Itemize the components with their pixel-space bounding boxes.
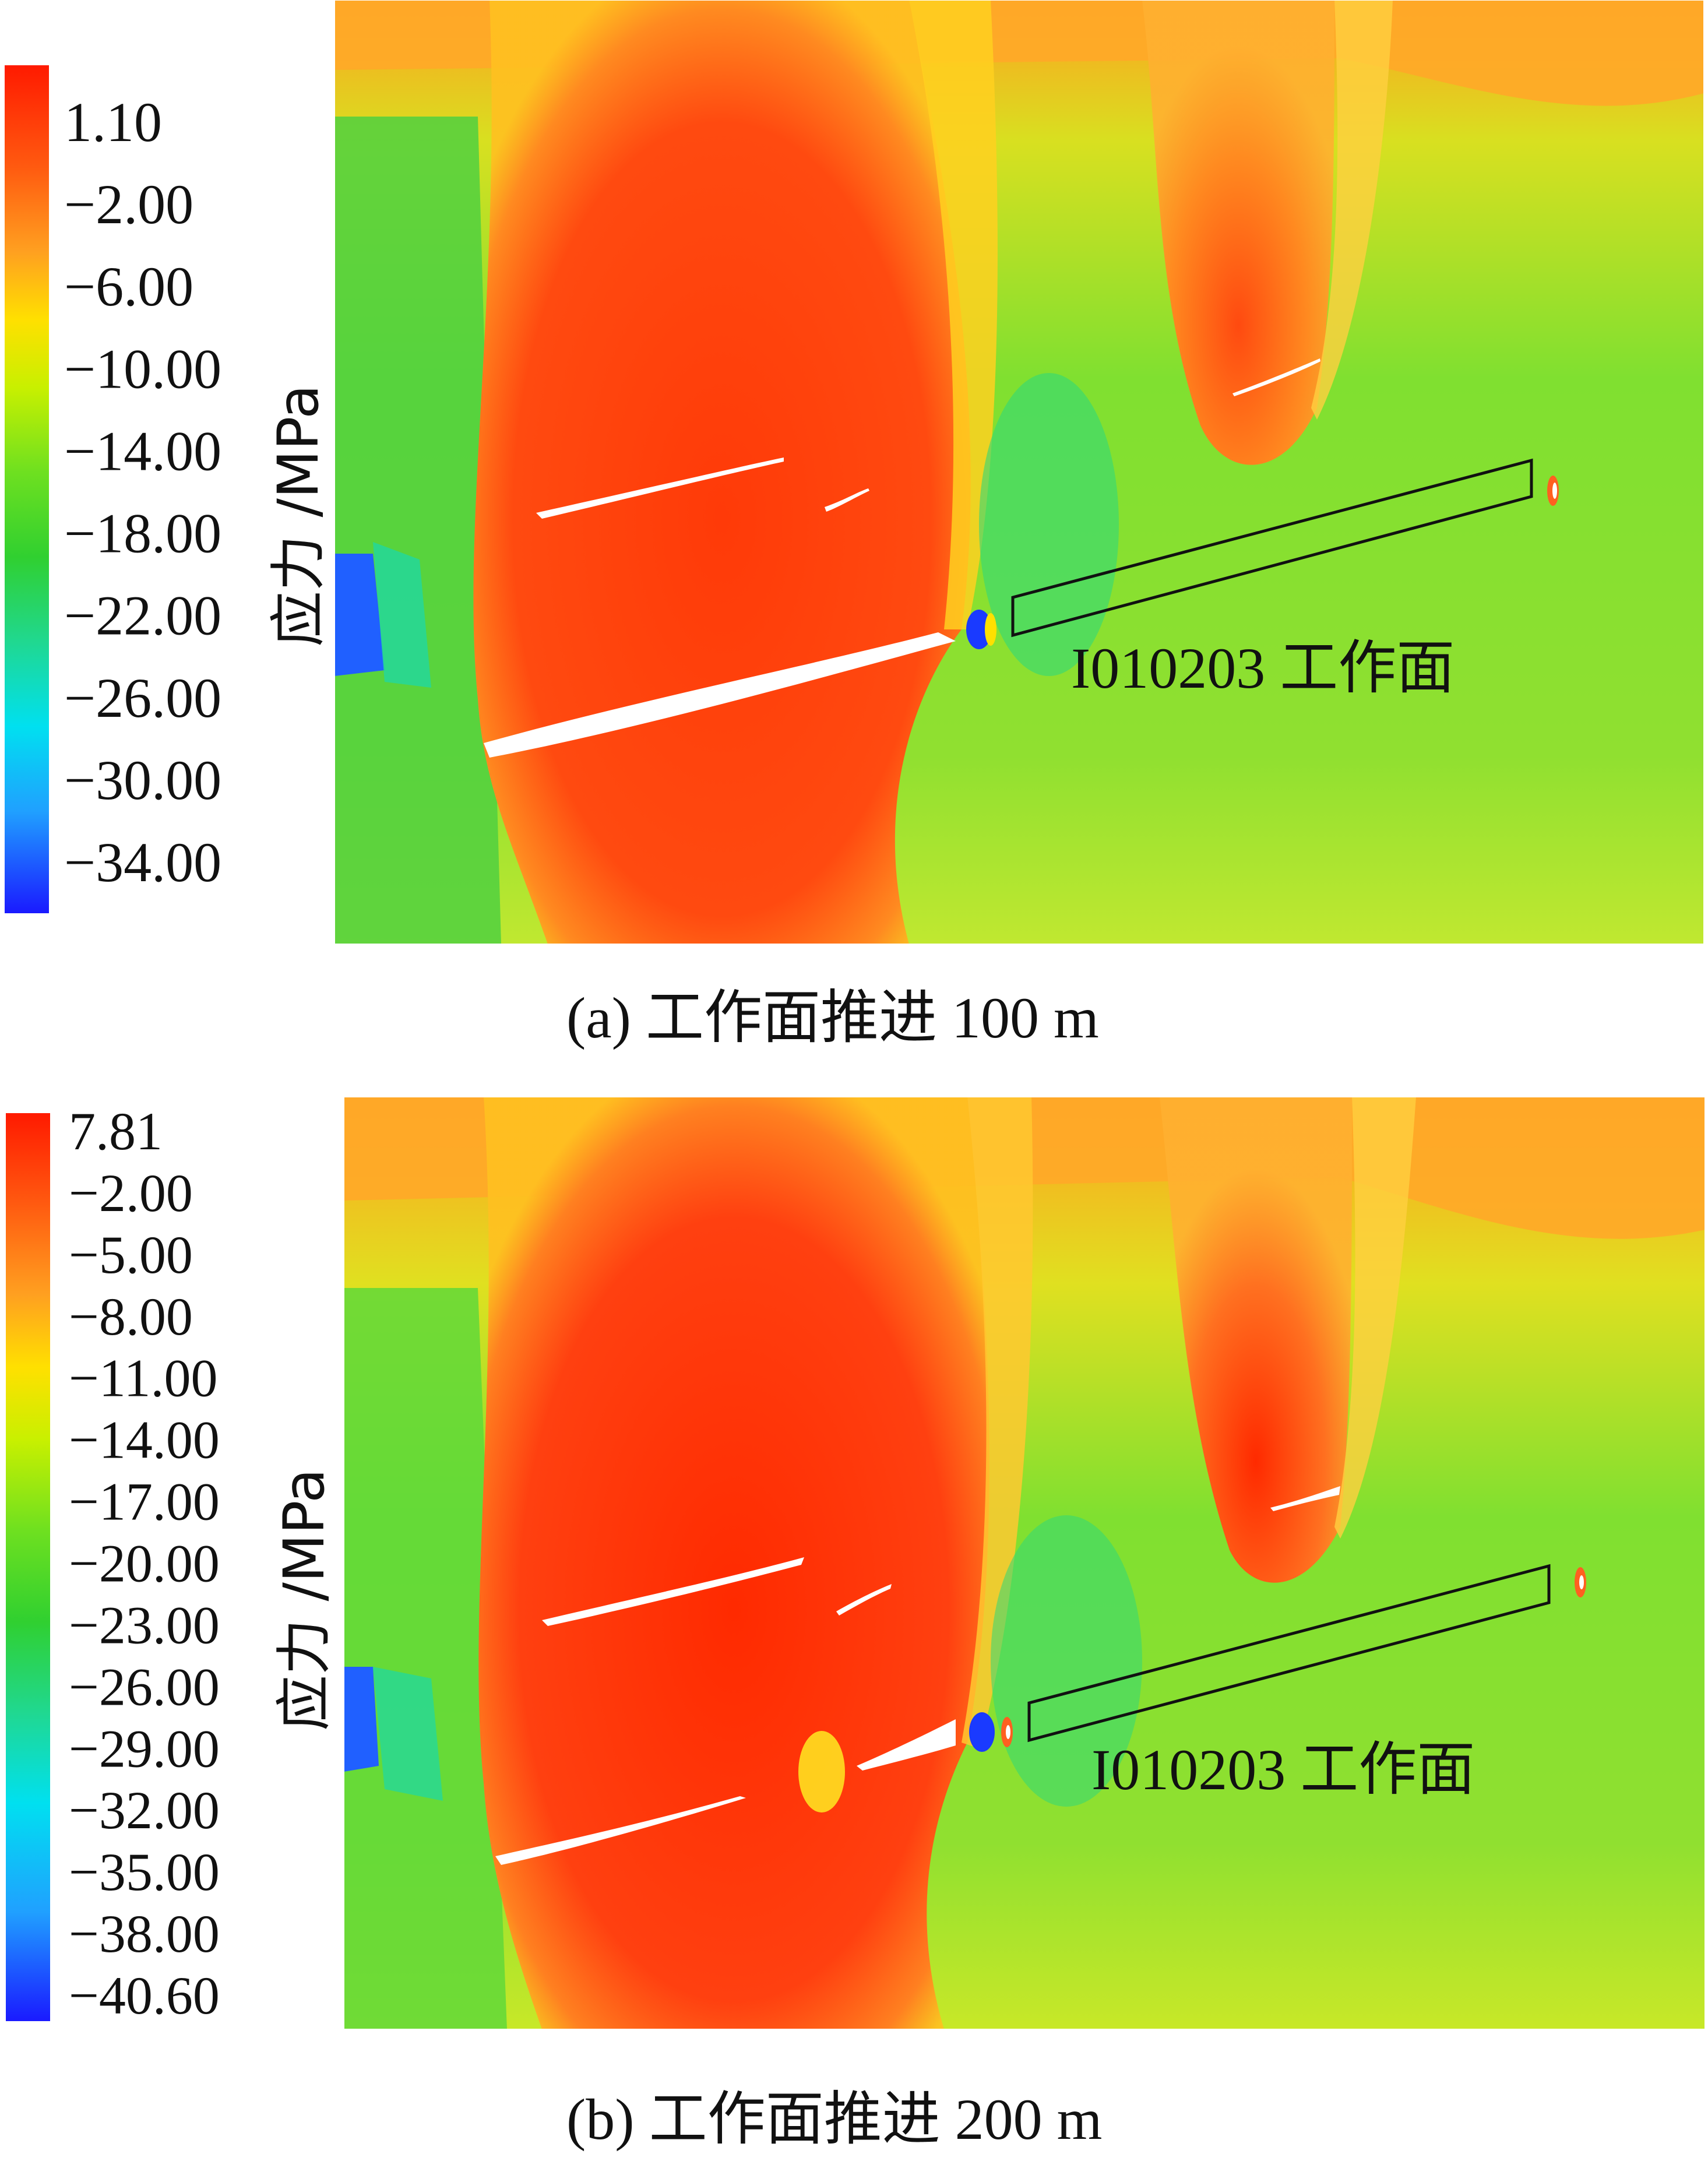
figure-caption: (b) 工作面推进 200 m: [566, 2087, 1102, 2152]
colorbar-tick-label: −8.00: [69, 1287, 193, 1346]
colorbar-a: 1.10 −2.00 −6.00 −10.00 −14.00 −18.00 −22.00 −2…: [5, 65, 331, 913]
colorbar-tick-label: −35.00: [69, 1842, 220, 1902]
plot-frame: [334, 0, 1705, 945]
colorbar-tick-label: −10.00: [64, 337, 221, 400]
stress-contour-field: [334, 0, 1704, 944]
colorbar-tick-label: −23.00: [69, 1595, 220, 1655]
colorbar-tick-label: −2.00: [64, 173, 193, 235]
colorbar-tick-label: −26.00: [64, 667, 221, 729]
colorbar-tick-label: −29.00: [69, 1719, 220, 1778]
colorbar-tick-label: −22.00: [64, 585, 221, 647]
figure-panel-a: 1.10 −2.00 −6.00 −10.00 −14.00 −18.00 −22.00 −2…: [5, 0, 1705, 1050]
colorbar-unit-label: 应力 /MPa: [266, 385, 331, 647]
colorbar-gradient: [5, 65, 49, 913]
stress-contour-figure-b: 7.81−2.00−5.00−8.00−11.00−14.00−17.00−20…: [6, 1096, 1706, 2152]
colorbar-tick-label: −18.00: [64, 502, 221, 565]
colorbar-unit-label: 应力 /MPa: [272, 1469, 337, 1731]
workface-outline: [1027, 1564, 1551, 1743]
colorbar-tick-label: −11.00: [69, 1349, 217, 1408]
figure-caption: (a) 工作面推进 100 m: [566, 986, 1099, 1050]
colorbar-tick-label: −14.00: [69, 1410, 220, 1470]
figure-panel-b: 7.81 −2.00 −5.00 −8.00 −11.00 −14.00 −17.00 −20…: [0, 1084, 1708, 2161]
colorbar-tick-label: −38.00: [69, 1904, 220, 1963]
colorbar-tick-labels: 1.10 −2.00 −6.00 −10.00 −14.00 −18.00 −22.00 −2…: [64, 91, 221, 893]
workface-label: I010203 工作面: [1091, 1737, 1475, 1802]
plot-frame: [343, 1096, 1706, 2030]
colorbar-tick-label: −40.60: [69, 1966, 220, 2025]
colorbar-tick-label: −5.00: [69, 1225, 193, 1284]
colorbar-tick-label: −34.00: [64, 831, 221, 893]
colorbar-tick-labels: 7.81−2.00−5.00−8.00−11.00−14.00−17.00−20…: [69, 1101, 220, 2025]
colorbar-tick-label: −17.00: [69, 1472, 220, 1532]
colorbar-tick-label: −6.00: [64, 255, 193, 318]
colorbar-tick-label: −2.00: [69, 1163, 193, 1223]
colorbar-b: 7.81−2.00−5.00−8.00−11.00−14.00−17.00−20…: [6, 1101, 337, 2025]
stress-contour-figure-a: 1.10 −2.00 −6.00 −10.00 −14.00 −18.00 −22.00 −2…: [5, 0, 1705, 1050]
colorbar-tick-label: 1.10: [64, 91, 162, 153]
colorbar-tick-label: 7.81: [69, 1101, 163, 1161]
workface-outline: [1011, 458, 1533, 638]
colorbar-tick-label: −30.00: [64, 749, 221, 811]
colorbar-tick-label: −20.00: [69, 1534, 220, 1593]
colorbar-tick-label: −26.00: [69, 1657, 220, 1716]
colorbar-tick-label: −32.00: [69, 1780, 220, 1840]
colorbar-tick-label: −14.00: [64, 420, 221, 482]
workface-label: I010203 工作面: [1071, 636, 1455, 701]
stress-contour-field: [344, 1097, 1705, 2029]
colorbar-gradient: [6, 1113, 50, 2021]
